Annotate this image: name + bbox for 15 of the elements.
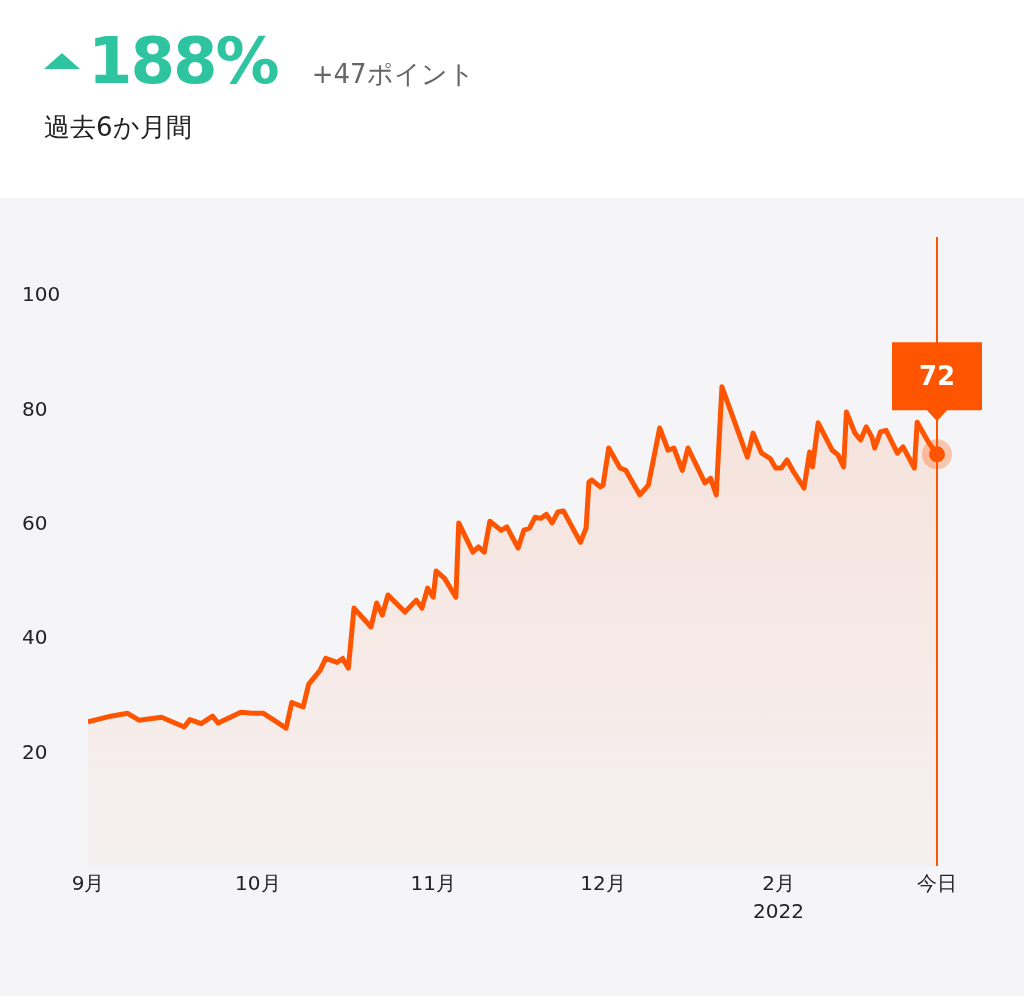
text: 過去6か月間 <box>44 111 192 144</box>
x-tick-label: 今日 <box>917 871 957 895</box>
chart-title: 188% <box>88 24 278 98</box>
x-tick-label: 11月 <box>410 871 456 895</box>
y-tick-label: 40 <box>22 625 48 650</box>
x-tick-label: 10月 <box>235 871 281 895</box>
x-tick-label: 12月 <box>580 871 626 895</box>
chart-subtitle: +47ポイント <box>311 58 475 91</box>
y-tick-label: 60 <box>22 510 48 535</box>
y-tick-label: 80 <box>22 396 48 421</box>
y-tick-label: 100 <box>22 282 61 307</box>
y-tick-label: 20 <box>22 739 48 764</box>
x-tick-label: 2月 2022 <box>753 871 804 923</box>
annotation: 72 <box>918 361 956 392</box>
x-tick-label: 9月 <box>71 871 105 895</box>
